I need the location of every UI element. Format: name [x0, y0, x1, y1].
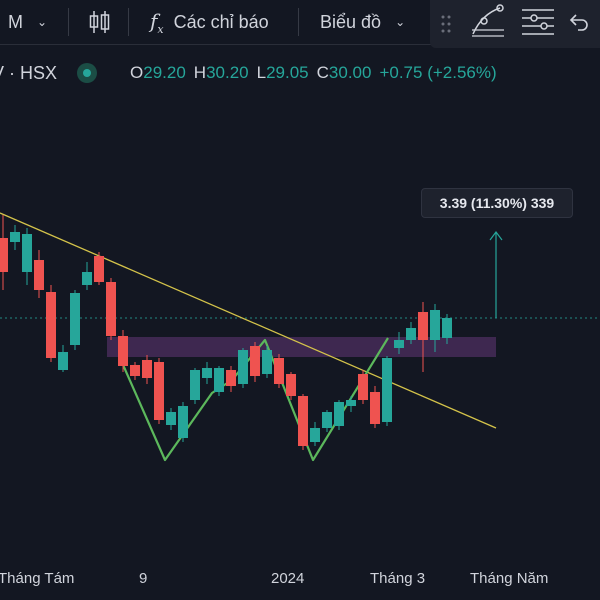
- chart-type-button[interactable]: Biểu đồ ⌄: [320, 0, 405, 44]
- candle-body: [310, 428, 320, 442]
- candle-body: [250, 346, 260, 376]
- candle-body: [418, 312, 428, 340]
- candle-body: [274, 358, 284, 384]
- candle-body: [394, 340, 404, 348]
- toolbar-divider: [68, 8, 69, 36]
- symbol-header: V · HSX: [0, 58, 98, 88]
- low-value: 29.05: [266, 63, 309, 82]
- candle-body: [154, 362, 164, 420]
- candle-body: [130, 365, 140, 376]
- candle-body: [70, 293, 80, 345]
- x-axis-label: 2024: [271, 570, 305, 587]
- chevron-down-icon: ⌄: [37, 15, 48, 29]
- candle-body: [322, 412, 332, 428]
- candle-body: [10, 232, 20, 242]
- candle-body: [22, 234, 32, 272]
- price-range-text: 3.39 (11.30%) 339: [439, 195, 555, 211]
- chart-type-label: Biểu đồ: [320, 11, 382, 32]
- candle-body: [82, 272, 92, 285]
- lines-menu-icon[interactable]: [520, 4, 556, 40]
- chevron-down-icon: ⌄: [395, 15, 406, 29]
- x-axis-label: Tháng 3: [370, 570, 426, 587]
- candle-body: [442, 318, 452, 338]
- measure-arrow-head: [489, 231, 503, 241]
- x-axis-label: Tháng Tám: [0, 570, 75, 587]
- market-status-icon: [77, 63, 98, 83]
- candle-body: [0, 238, 8, 272]
- candle-body: [202, 368, 212, 378]
- drag-handle-icon[interactable]: [440, 14, 452, 34]
- undo-icon[interactable]: [568, 12, 590, 34]
- candle-body: [58, 352, 68, 370]
- interval-label: M: [8, 11, 23, 32]
- symbol-exchange[interactable]: V · HSX: [0, 62, 58, 83]
- candles-icon: [89, 11, 110, 33]
- candle-body: [106, 282, 116, 336]
- open-value: 29.20: [143, 63, 186, 82]
- candle-body: [286, 374, 296, 396]
- low-key: L: [256, 63, 267, 82]
- candle-body: [430, 310, 440, 340]
- close-key: C: [316, 63, 329, 82]
- node-tool-icon[interactable]: [470, 4, 506, 40]
- ohlc-legend: O 29.20 H 30.20 L 29.05 C 30.00 +0.75 (+…: [130, 58, 505, 88]
- indicators-button[interactable]: fx Các chỉ báo: [150, 0, 269, 44]
- x-axis-label: Tháng Năm: [470, 570, 549, 587]
- candle-body: [262, 350, 272, 374]
- x-axis-label: 9: [139, 570, 148, 587]
- downtrend-line: [0, 212, 497, 429]
- candle-body: [46, 292, 56, 358]
- open-key: O: [130, 63, 144, 82]
- high-key: H: [193, 63, 207, 82]
- interval-selector[interactable]: M ⌄: [8, 0, 47, 44]
- candle-body: [226, 370, 236, 386]
- candle-body: [94, 256, 104, 282]
- close-value: 30.00: [328, 63, 372, 82]
- candle-body: [190, 370, 200, 400]
- candle-body: [166, 412, 176, 425]
- candle-body: [298, 396, 308, 446]
- candle-body: [406, 328, 416, 340]
- candle-body: [214, 368, 224, 392]
- candle-body: [382, 358, 392, 422]
- candle-body: [118, 336, 128, 366]
- indicators-label: Các chỉ báo: [173, 11, 269, 32]
- high-value: 30.20: [206, 63, 249, 82]
- candle-body: [34, 260, 44, 290]
- chart-style-button[interactable]: [88, 0, 112, 44]
- price-range-label: 3.39 (11.30%) 339: [421, 188, 573, 218]
- candle-body: [370, 392, 380, 424]
- drawing-tools-panel: [430, 0, 600, 48]
- candle-body: [358, 374, 368, 400]
- toolbar-divider: [128, 8, 129, 36]
- candles-group: [0, 215, 452, 450]
- candle-body: [142, 360, 152, 378]
- candle-body: [334, 402, 344, 426]
- change-value: +0.75 (+2.56%): [379, 63, 497, 82]
- toolbar-divider: [298, 8, 299, 36]
- fx-icon: fx: [150, 8, 164, 36]
- candle-body: [346, 400, 356, 406]
- candle-body: [238, 350, 248, 384]
- candle-body: [178, 406, 188, 438]
